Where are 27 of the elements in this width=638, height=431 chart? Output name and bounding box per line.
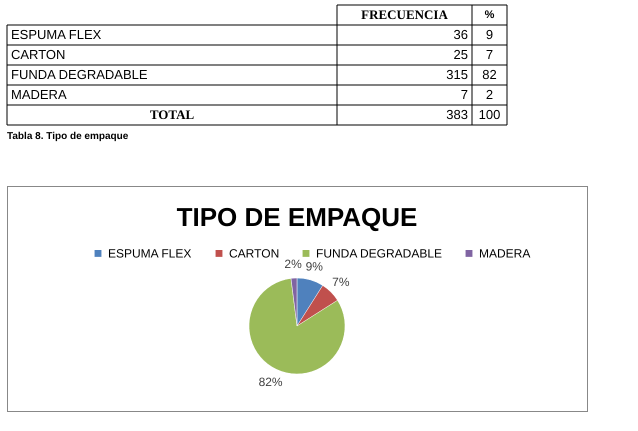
legend-label: ESPUMA FLEX <box>108 246 192 260</box>
category-label: FUNDA DEGRADABLE <box>11 67 148 82</box>
data-label: 82% <box>258 375 283 390</box>
text: 100 <box>478 107 500 122</box>
data-label: 315 <box>446 67 468 82</box>
data-label: 7 <box>460 87 468 102</box>
category-label: CARTON <box>11 47 66 62</box>
legend-label: FUNDA DEGRADABLE <box>316 246 442 260</box>
text: FRECUENCIA <box>361 7 448 22</box>
chart-title: TIPO DE EMPAQUE <box>176 202 418 232</box>
data-label: 7% <box>332 275 350 290</box>
text: 383 <box>446 107 468 122</box>
text: % <box>484 9 495 21</box>
text: Tabla 8. Tipo de empaque <box>7 131 129 142</box>
data-label: 9 <box>486 27 494 42</box>
category-label: ESPUMA FLEX <box>11 27 102 42</box>
legend-label: MADERA <box>479 246 530 260</box>
data-label: 2 <box>486 87 494 102</box>
data-label: 9% <box>306 259 324 274</box>
data-label: 7 <box>486 47 494 62</box>
legend-label: CARTON <box>229 246 280 260</box>
text: TOTAL <box>150 107 194 122</box>
data-label: 25 <box>454 47 468 62</box>
category-label: MADERA <box>11 87 67 102</box>
data-label: 2% <box>284 257 302 272</box>
data-label: 36 <box>454 27 468 42</box>
data-label: 82 <box>482 67 497 82</box>
